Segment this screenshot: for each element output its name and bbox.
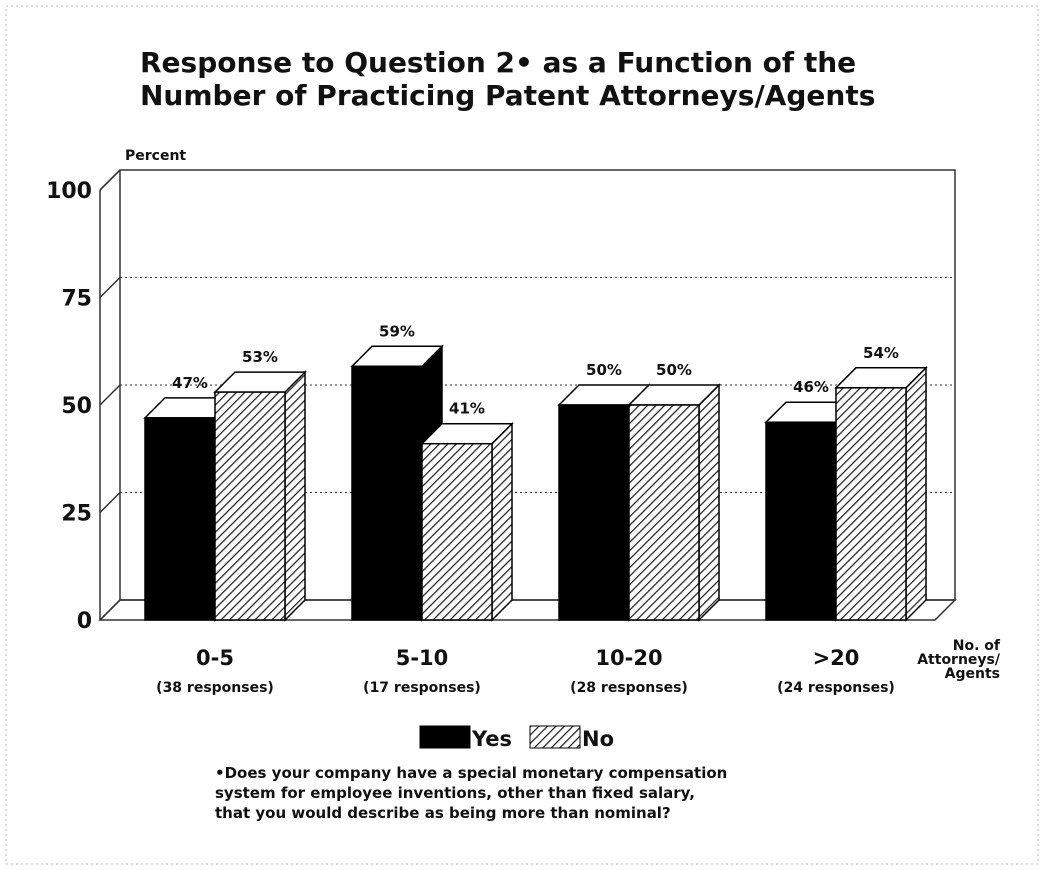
value-label: 50% xyxy=(656,361,692,379)
bar xyxy=(351,365,423,621)
x-tick-label: 5-10 xyxy=(396,646,449,670)
bar-side xyxy=(905,365,927,622)
bar-side xyxy=(491,421,513,622)
legend-label: No xyxy=(582,727,614,751)
bar xyxy=(421,442,493,621)
bar-side xyxy=(284,370,306,622)
footnote: •Does your company have a special moneta… xyxy=(215,764,727,782)
tick-mark xyxy=(99,169,121,191)
x-tick-note: (38 responses) xyxy=(156,680,274,696)
footnote: system for employee inventions, other th… xyxy=(215,784,695,802)
y-tick-label: 0 xyxy=(77,609,92,634)
bar-side xyxy=(698,383,720,622)
bar xyxy=(144,417,216,621)
bar xyxy=(214,391,286,621)
x-axis-label: No. of xyxy=(953,638,1001,654)
footnote: that you would describe as being more th… xyxy=(215,804,671,822)
x-tick-label: >20 xyxy=(813,646,860,670)
legend-swatch xyxy=(529,725,581,749)
chart-title: Number of Practicing Patent Attorneys/Ag… xyxy=(140,79,875,112)
value-label: 41% xyxy=(449,400,485,418)
bar xyxy=(558,404,630,621)
value-label: 46% xyxy=(793,378,829,396)
y-tick-label: 25 xyxy=(61,502,92,527)
x-axis-label: Agents xyxy=(945,666,1000,682)
frame xyxy=(5,5,1039,865)
value-label: 54% xyxy=(863,344,899,362)
value-label: 53% xyxy=(242,348,278,366)
tick-mark xyxy=(99,491,121,514)
legend-swatch xyxy=(419,725,471,749)
x-tick-note: (17 responses) xyxy=(363,680,481,696)
tick-mark xyxy=(99,599,121,621)
y-axis-label: Percent xyxy=(125,148,186,164)
bar xyxy=(765,421,837,621)
x-axis-label: Attorneys/ xyxy=(917,652,1001,668)
value-label: 59% xyxy=(379,322,415,340)
bar xyxy=(835,387,907,621)
value-label: 50% xyxy=(586,361,622,379)
x-tick-label: 0-5 xyxy=(196,646,234,670)
tick-mark xyxy=(99,384,121,406)
value-label: 47% xyxy=(172,374,208,392)
legend-label: Yes xyxy=(471,727,512,751)
y-tick-label: 75 xyxy=(61,287,92,312)
x-tick-label: 10-20 xyxy=(595,646,662,670)
y-tick-label: 50 xyxy=(61,394,92,419)
x-tick-note: (28 responses) xyxy=(570,680,688,696)
y-tick-label: 100 xyxy=(46,179,92,204)
chart-title: Response to Question 2• as a Function of… xyxy=(140,46,856,79)
bar xyxy=(628,404,700,621)
tick-mark xyxy=(99,276,121,299)
x-tick-note: (24 responses) xyxy=(777,680,895,696)
